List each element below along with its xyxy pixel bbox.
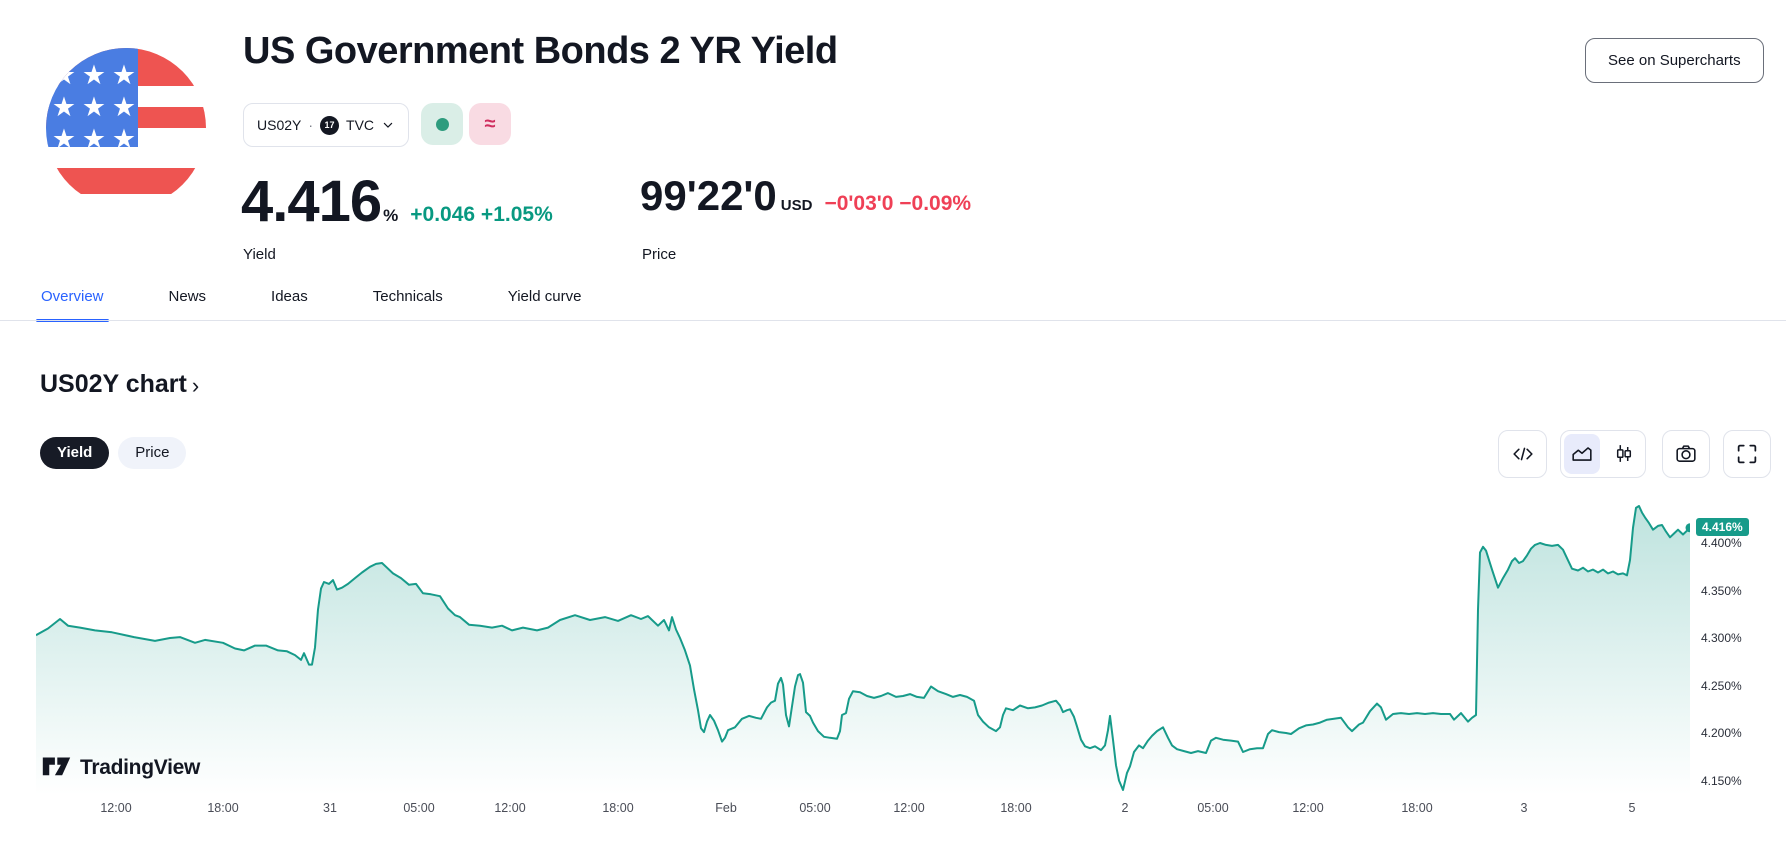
area-chart-icon [1572, 447, 1592, 461]
area-fill [36, 506, 1690, 795]
chevron-down-icon [383, 122, 393, 128]
x-tick-label: 12:00 [1292, 801, 1324, 815]
chart-style-group [1560, 430, 1646, 478]
x-tick-label: 05:00 [1197, 801, 1229, 815]
tradingview-logo-icon [42, 757, 71, 776]
x-tick-label: 3 [1520, 801, 1528, 815]
last-point-marker [1685, 523, 1690, 533]
fullscreen-button[interactable] [1723, 430, 1771, 478]
last-value-badge: 4.416% [1696, 518, 1749, 537]
y-tick-label: 4.350% [1701, 583, 1742, 598]
x-tick-label: 05:00 [799, 801, 831, 815]
x-tick-label: 18:00 [207, 801, 239, 815]
market-status-badge[interactable] [421, 103, 463, 145]
chart-section-heading[interactable]: US02Y chart › [40, 370, 199, 399]
tab-bar: Overview News Ideas Technicals Yield curve [36, 288, 582, 322]
separator-dot: · [308, 117, 314, 133]
yield-unit: % [383, 206, 399, 225]
y-tick-label: 4.150% [1701, 773, 1742, 788]
x-tick-label: 18:00 [1401, 801, 1433, 815]
svg-text:★: ★ [82, 60, 106, 91]
tab-ideas[interactable]: Ideas [271, 288, 308, 305]
tabs-divider [0, 320, 1786, 321]
svg-text:★: ★ [112, 124, 136, 155]
tradingview-logo-text: TradingView [80, 756, 201, 779]
tab-yield-curve[interactable]: Yield curve [507, 288, 582, 305]
svg-text:★: ★ [52, 92, 76, 123]
candles-icon [1616, 445, 1632, 462]
chart-style-area-button[interactable] [1564, 434, 1600, 474]
snapshot-button[interactable] [1662, 430, 1710, 478]
yield-label: Yield [243, 246, 276, 263]
symbol-label: US02Y [257, 117, 302, 133]
x-tick-label: 31 [323, 801, 337, 815]
tradingview-attribution[interactable]: TradingView [42, 756, 200, 780]
yield-quote: 4.416% +0.046 +1.05% [241, 168, 553, 235]
exchange-logo-icon: 17 [320, 115, 340, 135]
exchange-label: TVC [346, 117, 375, 133]
x-tick-label: 05:00 [403, 801, 435, 815]
x-tick-label: Feb [715, 801, 737, 815]
x-tick-label: 12:00 [100, 801, 132, 815]
price-quote: 99'22'0 USD −0'03'0 −0.09% [640, 172, 971, 220]
x-tick-label: 5 [1628, 801, 1636, 815]
yield-change: +0.046 +1.05% [410, 203, 553, 226]
price-value: 99'22'0 [640, 172, 777, 219]
section-title: US02Y chart [40, 370, 187, 398]
code-icon [1512, 447, 1533, 461]
series-toggle-group: Yield Price [40, 437, 187, 469]
delayed-data-badge[interactable]: ≈ [469, 103, 511, 145]
svg-text:★: ★ [112, 92, 136, 123]
embed-code-button[interactable] [1498, 430, 1547, 478]
price-change: −0'03'0 −0.09% [824, 192, 972, 215]
x-tick-label: 12:00 [893, 801, 925, 815]
symbol-selector[interactable]: US02Y · 17 TVC [243, 103, 410, 147]
tab-overview[interactable]: Overview [36, 288, 108, 322]
svg-text:★: ★ [52, 60, 76, 91]
x-tick-label: 18:00 [602, 801, 634, 815]
fullscreen-icon [1737, 444, 1757, 464]
svg-text:★: ★ [52, 124, 76, 155]
y-tick-label: 4.400% [1701, 536, 1742, 550]
svg-text:★: ★ [82, 124, 106, 155]
toggle-price[interactable]: Price [118, 437, 187, 469]
x-tick-label: 18:00 [1000, 801, 1032, 815]
market-open-dot-icon [435, 117, 449, 131]
y-tick-label: 4.300% [1701, 631, 1742, 645]
chart-style-candles-button[interactable] [1606, 434, 1642, 474]
price-label: Price [642, 246, 677, 263]
approx-icon: ≈ [484, 112, 496, 135]
x-tick-label: 12:00 [494, 801, 526, 815]
tab-technicals[interactable]: Technicals [372, 288, 443, 305]
see-on-supercharts-button[interactable]: See on Supercharts [1585, 38, 1764, 83]
camera-icon [1676, 445, 1696, 462]
chevron-right-icon: › [191, 373, 200, 398]
us-flag-icon: ★ ★ ★ ★ ★ ★ ★ ★ ★ [46, 48, 206, 208]
yield-value: 4.416 [241, 169, 382, 234]
series-line [36, 505, 1690, 791]
svg-text:★: ★ [112, 60, 136, 91]
page-title: US Government Bonds 2 YR Yield [243, 30, 838, 72]
svg-text:★: ★ [82, 92, 106, 123]
yield-area-chart[interactable] [36, 430, 1690, 795]
x-tick-label: 2 [1121, 801, 1129, 815]
toggle-yield[interactable]: Yield [40, 437, 110, 469]
y-tick-label: 4.250% [1701, 678, 1742, 693]
price-unit: USD [780, 197, 813, 214]
y-tick-label: 4.200% [1701, 726, 1742, 740]
tab-news[interactable]: News [168, 288, 207, 305]
